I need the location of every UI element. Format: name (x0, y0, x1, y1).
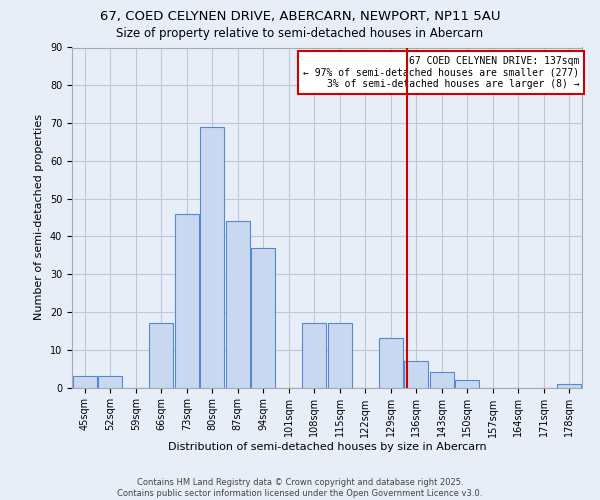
Text: Contains HM Land Registry data © Crown copyright and database right 2025.
Contai: Contains HM Land Registry data © Crown c… (118, 478, 482, 498)
Bar (175, 214, 199, 388)
Bar (226, 222, 250, 388)
Bar (430, 372, 454, 388)
Bar (302, 324, 326, 388)
Bar (455, 380, 479, 388)
X-axis label: Distribution of semi-detached houses by size in Abercarn: Distribution of semi-detached houses by … (167, 442, 487, 452)
Y-axis label: Number of semi-detached properties: Number of semi-detached properties (34, 114, 44, 320)
Bar (200, 127, 224, 388)
Bar (328, 324, 352, 388)
Bar (251, 248, 275, 388)
Bar (149, 324, 173, 388)
Text: 67, COED CELYNEN DRIVE, ABERCARN, NEWPORT, NP11 5AU: 67, COED CELYNEN DRIVE, ABERCARN, NEWPOR… (100, 10, 500, 23)
Bar (379, 338, 403, 388)
Bar (404, 361, 428, 388)
Bar (557, 384, 581, 388)
Bar (73, 376, 97, 388)
Text: Size of property relative to semi-detached houses in Abercarn: Size of property relative to semi-detach… (116, 28, 484, 40)
Text: 67 COED CELYNEN DRIVE: 137sqm
← 97% of semi-detached houses are smaller (277)
3%: 67 COED CELYNEN DRIVE: 137sqm ← 97% of s… (304, 56, 580, 89)
Bar (98, 376, 122, 388)
